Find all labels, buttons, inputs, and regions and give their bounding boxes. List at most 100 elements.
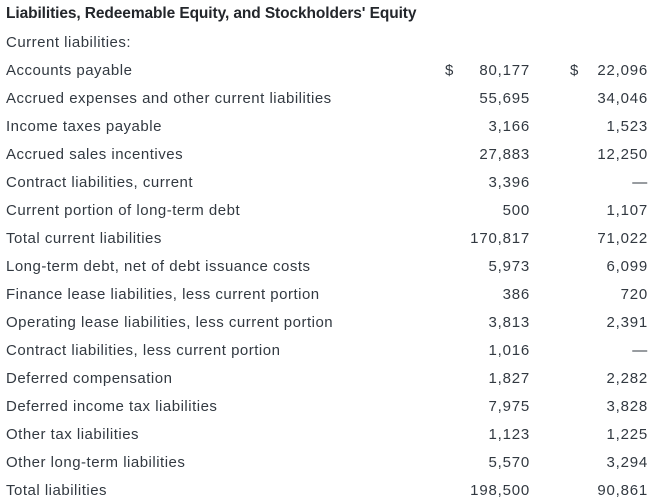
value-cell-col1: 27,883 xyxy=(445,146,530,163)
cell-value-col2: 1,107 xyxy=(606,201,648,219)
row-label: Total liabilities xyxy=(6,481,108,499)
table-row: Total current liabilities 170,817 71,022 xyxy=(0,224,656,252)
value-cell-col1: 1,123 xyxy=(445,426,530,443)
value-cell-col1: 3,813 xyxy=(445,314,530,331)
table-row: Other tax liabilities 1,123 1,225 xyxy=(0,420,656,448)
table-row: Contract liabilities, less current porti… xyxy=(0,336,656,364)
cell-value-col2: 22,096 xyxy=(597,61,648,79)
dollar-sign: $ xyxy=(445,61,454,79)
value-cell-col2: 720 xyxy=(570,286,648,303)
cell-value-col2: 1,523 xyxy=(606,117,648,135)
table-row: Operating lease liabilities, less curren… xyxy=(0,308,656,336)
cell-value-col2: 90,861 xyxy=(597,481,648,499)
value-cell-col1: 7,975 xyxy=(445,398,530,415)
value-cell-col2: — xyxy=(570,342,648,359)
value-cell-col2: 34,046 xyxy=(570,90,648,107)
table-row: Deferred income tax liabilities 7,975 3,82… xyxy=(0,392,656,420)
value-cell-col1: 170,817 xyxy=(445,230,530,247)
section-header-row: Current liabilities: xyxy=(0,28,656,56)
cell-value-col2: 6,099 xyxy=(606,257,648,275)
row-label: Accrued expenses and other current liabi… xyxy=(6,89,332,107)
value-cell-col2: 2,282 xyxy=(570,370,648,387)
value-cell-col2: 6,099 xyxy=(570,258,648,275)
row-label: Income taxes payable xyxy=(6,117,162,135)
liabilities-table: Current liabilities: Accounts payable $80,… xyxy=(0,28,656,501)
cell-value-col1: 170,817 xyxy=(470,229,530,247)
cell-value-col1: 1,123 xyxy=(488,425,530,443)
cell-value-col1: 198,500 xyxy=(470,481,530,499)
value-cell-col2: 71,022 xyxy=(570,230,648,247)
value-cell-col1: 1,827 xyxy=(445,370,530,387)
table-row: Long-term debt, net of debt issuance cos… xyxy=(0,252,656,280)
value-cell-col2: 2,391 xyxy=(570,314,648,331)
cell-value-col1: 5,570 xyxy=(488,453,530,471)
table-row: Accounts payable $80,177 $22,096 xyxy=(0,56,656,84)
table-row: Income taxes payable 3,166 1,523 xyxy=(0,112,656,140)
row-label: Accrued sales incentives xyxy=(6,145,184,163)
cell-value-col2: 3,294 xyxy=(606,453,648,471)
cell-value-col2: 3,828 xyxy=(606,397,648,415)
row-label: Contract liabilities, less current porti… xyxy=(6,341,281,359)
cell-value-col2: 2,282 xyxy=(606,369,648,387)
value-cell-col1: $80,177 xyxy=(445,62,530,79)
table-row: Current portion of long-term debt 500 1,10… xyxy=(0,196,656,224)
cell-value-col1: 500 xyxy=(502,201,530,219)
value-cell-col1: 3,396 xyxy=(445,174,530,191)
row-label: Operating lease liabilities, less curren… xyxy=(6,313,334,331)
value-cell-col2: 1,225 xyxy=(570,426,648,443)
cell-value-col1: 55,695 xyxy=(479,89,530,107)
cell-value-col1: 80,177 xyxy=(479,61,530,79)
cell-value-col1: 7,975 xyxy=(488,397,530,415)
row-label: Contract liabilities, current xyxy=(6,173,194,191)
cell-value-col1: 3,813 xyxy=(488,313,530,331)
cell-value-col2: 720 xyxy=(620,285,648,303)
table-row: Finance lease liabilities, less current … xyxy=(0,280,656,308)
value-cell-col2: 12,250 xyxy=(570,146,648,163)
dollar-sign: $ xyxy=(570,61,579,79)
value-cell-col2: 1,523 xyxy=(570,118,648,135)
row-label: Deferred income tax liabilities xyxy=(6,397,218,415)
row-label: Accounts payable xyxy=(6,61,133,79)
row-label: Other tax liabilities xyxy=(6,425,140,443)
row-label: Long-term debt, net of debt issuance cos… xyxy=(6,257,311,275)
value-cell-col1: 386 xyxy=(445,286,530,303)
cell-value-col1: 386 xyxy=(502,285,530,303)
value-cell-col2: $22,096 xyxy=(570,62,648,79)
row-label: Finance lease liabilities, less current … xyxy=(6,285,320,303)
value-cell-col2: 1,107 xyxy=(570,202,648,219)
row-label: Current liabilities: xyxy=(6,33,132,51)
cell-value-col2: 71,022 xyxy=(597,229,648,247)
cell-value-col1: 1,827 xyxy=(488,369,530,387)
cell-value-col1: 1,016 xyxy=(488,341,530,359)
value-cell-col2: 90,861 xyxy=(570,482,648,499)
value-cell-col1: 198,500 xyxy=(445,482,530,499)
statement-title: Liabilities, Redeemable Equity, and Stoc… xyxy=(6,5,417,22)
cell-value-col2: — xyxy=(632,173,648,191)
cell-value-col2: 1,225 xyxy=(606,425,648,443)
value-cell-col1: 1,016 xyxy=(445,342,530,359)
value-cell-col2: 3,294 xyxy=(570,454,648,471)
cell-value-col2: 12,250 xyxy=(597,145,648,163)
cell-value-col2: — xyxy=(632,341,648,359)
row-label: Current portion of long-term debt xyxy=(6,201,241,219)
value-cell-col1: 5,570 xyxy=(445,454,530,471)
table-row: Deferred compensation 1,827 2,282 xyxy=(0,364,656,392)
cell-value-col1: 5,973 xyxy=(488,257,530,275)
row-label: Total current liabilities xyxy=(6,229,162,247)
table-row: Accrued expenses and other current liabi… xyxy=(0,84,656,112)
cell-value-col1: 3,396 xyxy=(488,173,530,191)
value-cell-col1: 5,973 xyxy=(445,258,530,275)
value-cell-col1: 3,166 xyxy=(445,118,530,135)
table-row: Contract liabilities, current 3,396 — xyxy=(0,168,656,196)
row-label: Other long-term liabilities xyxy=(6,453,186,471)
cell-value-col2: 2,391 xyxy=(606,313,648,331)
row-label: Deferred compensation xyxy=(6,369,173,387)
value-cell-col2: 3,828 xyxy=(570,398,648,415)
value-cell-col2: — xyxy=(570,174,648,191)
table-row: Other long-term liabilities 5,570 3,294 xyxy=(0,448,656,476)
cell-value-col2: 34,046 xyxy=(597,89,648,107)
cell-value-col1: 3,166 xyxy=(488,117,530,135)
value-cell-col1: 500 xyxy=(445,202,530,219)
cell-value-col1: 27,883 xyxy=(479,145,530,163)
